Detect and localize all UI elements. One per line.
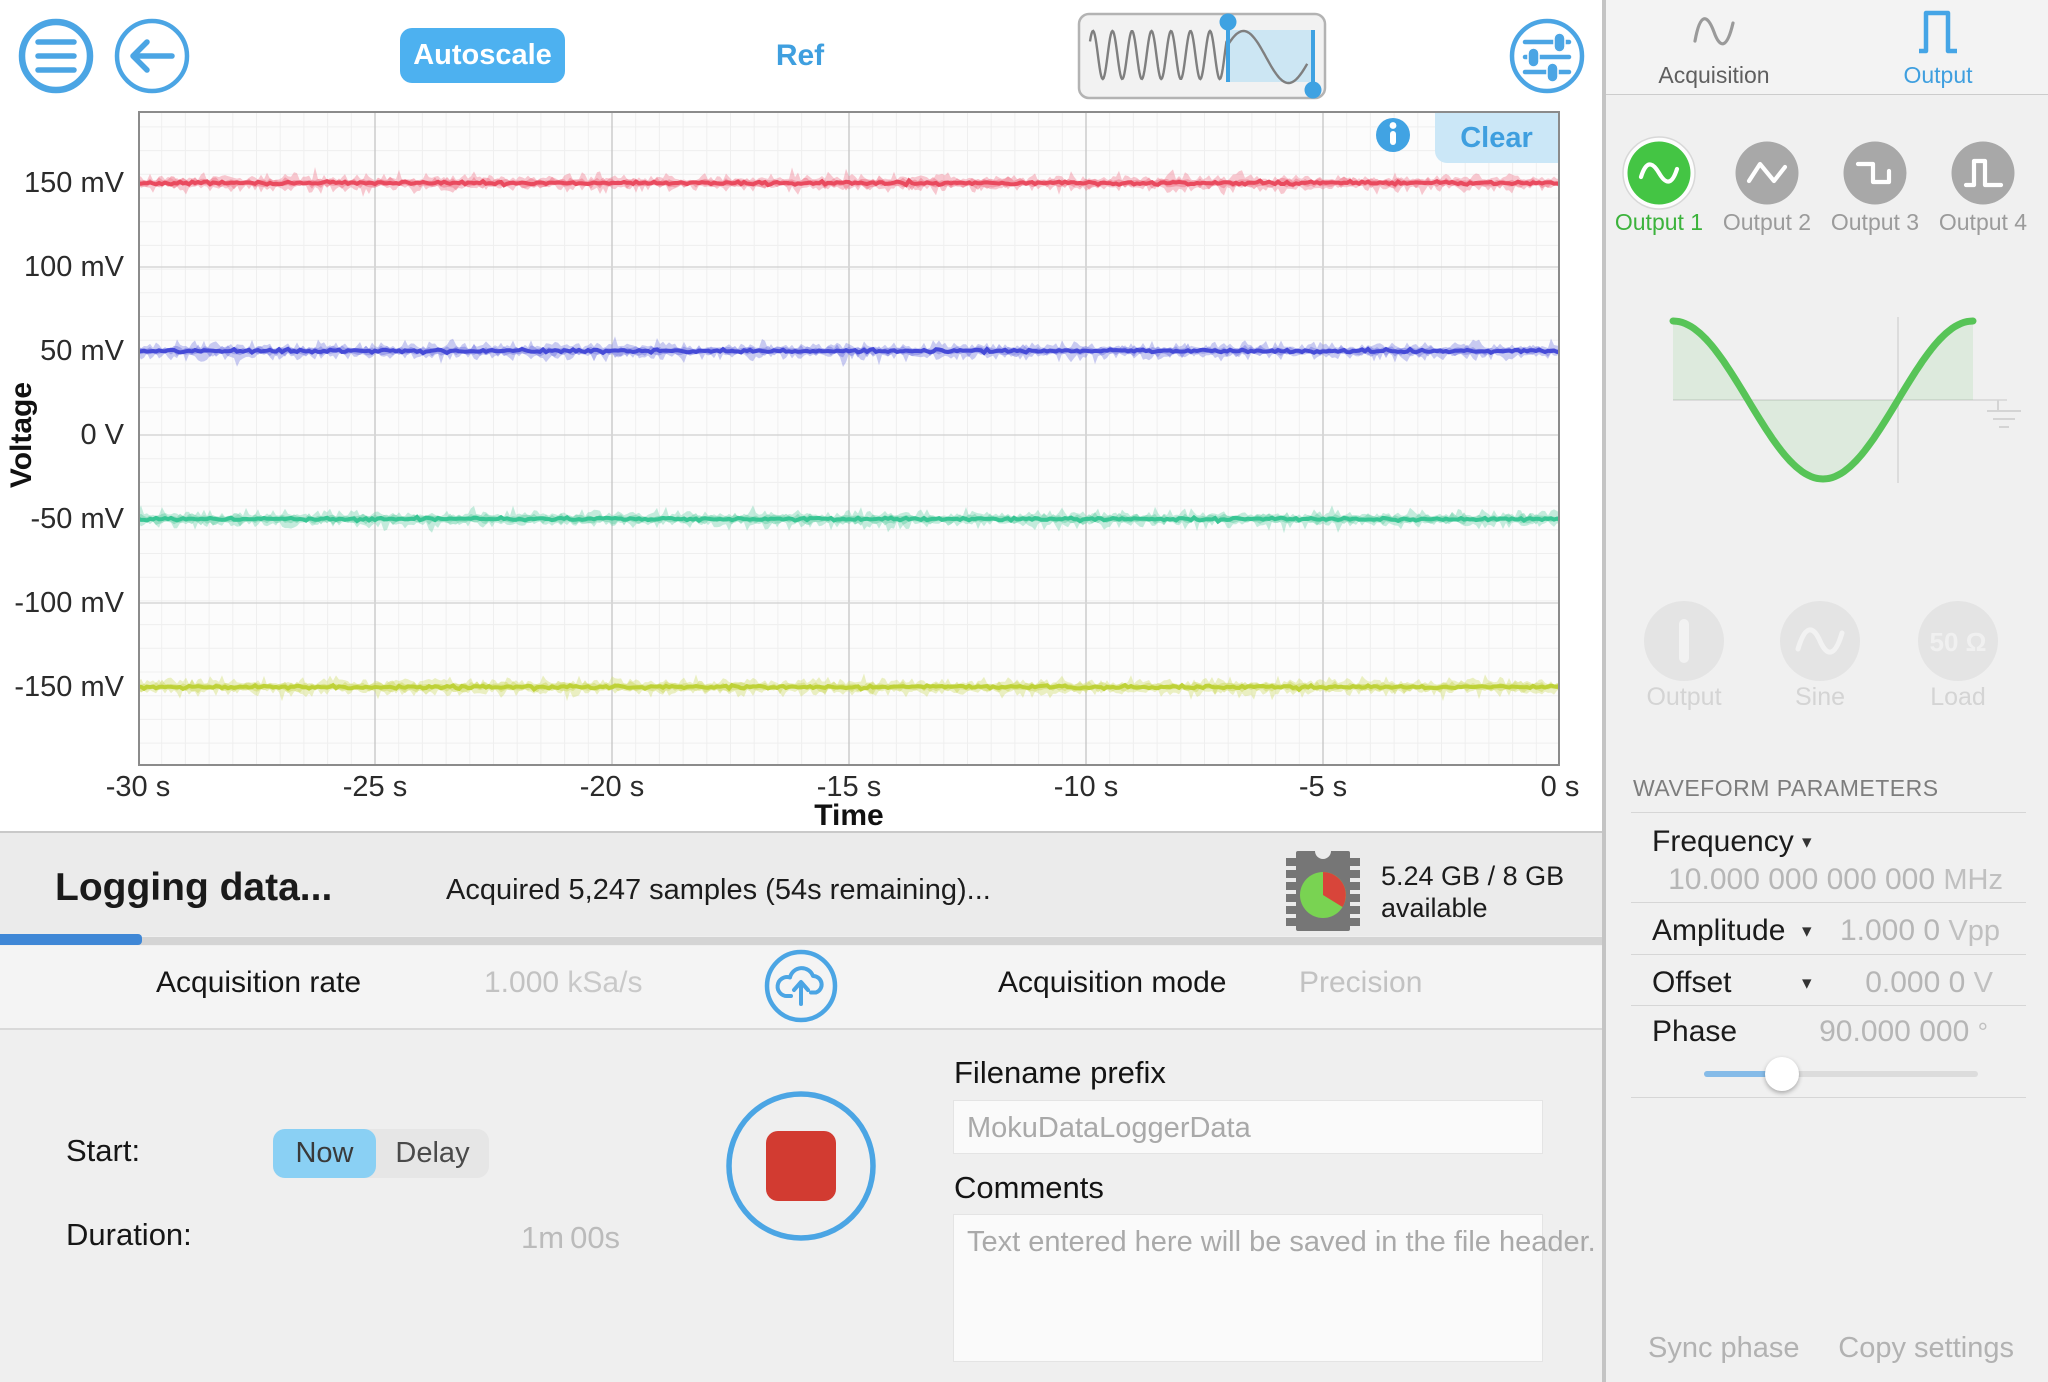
svg-text:50 Ω: 50 Ω [1930,627,1987,657]
